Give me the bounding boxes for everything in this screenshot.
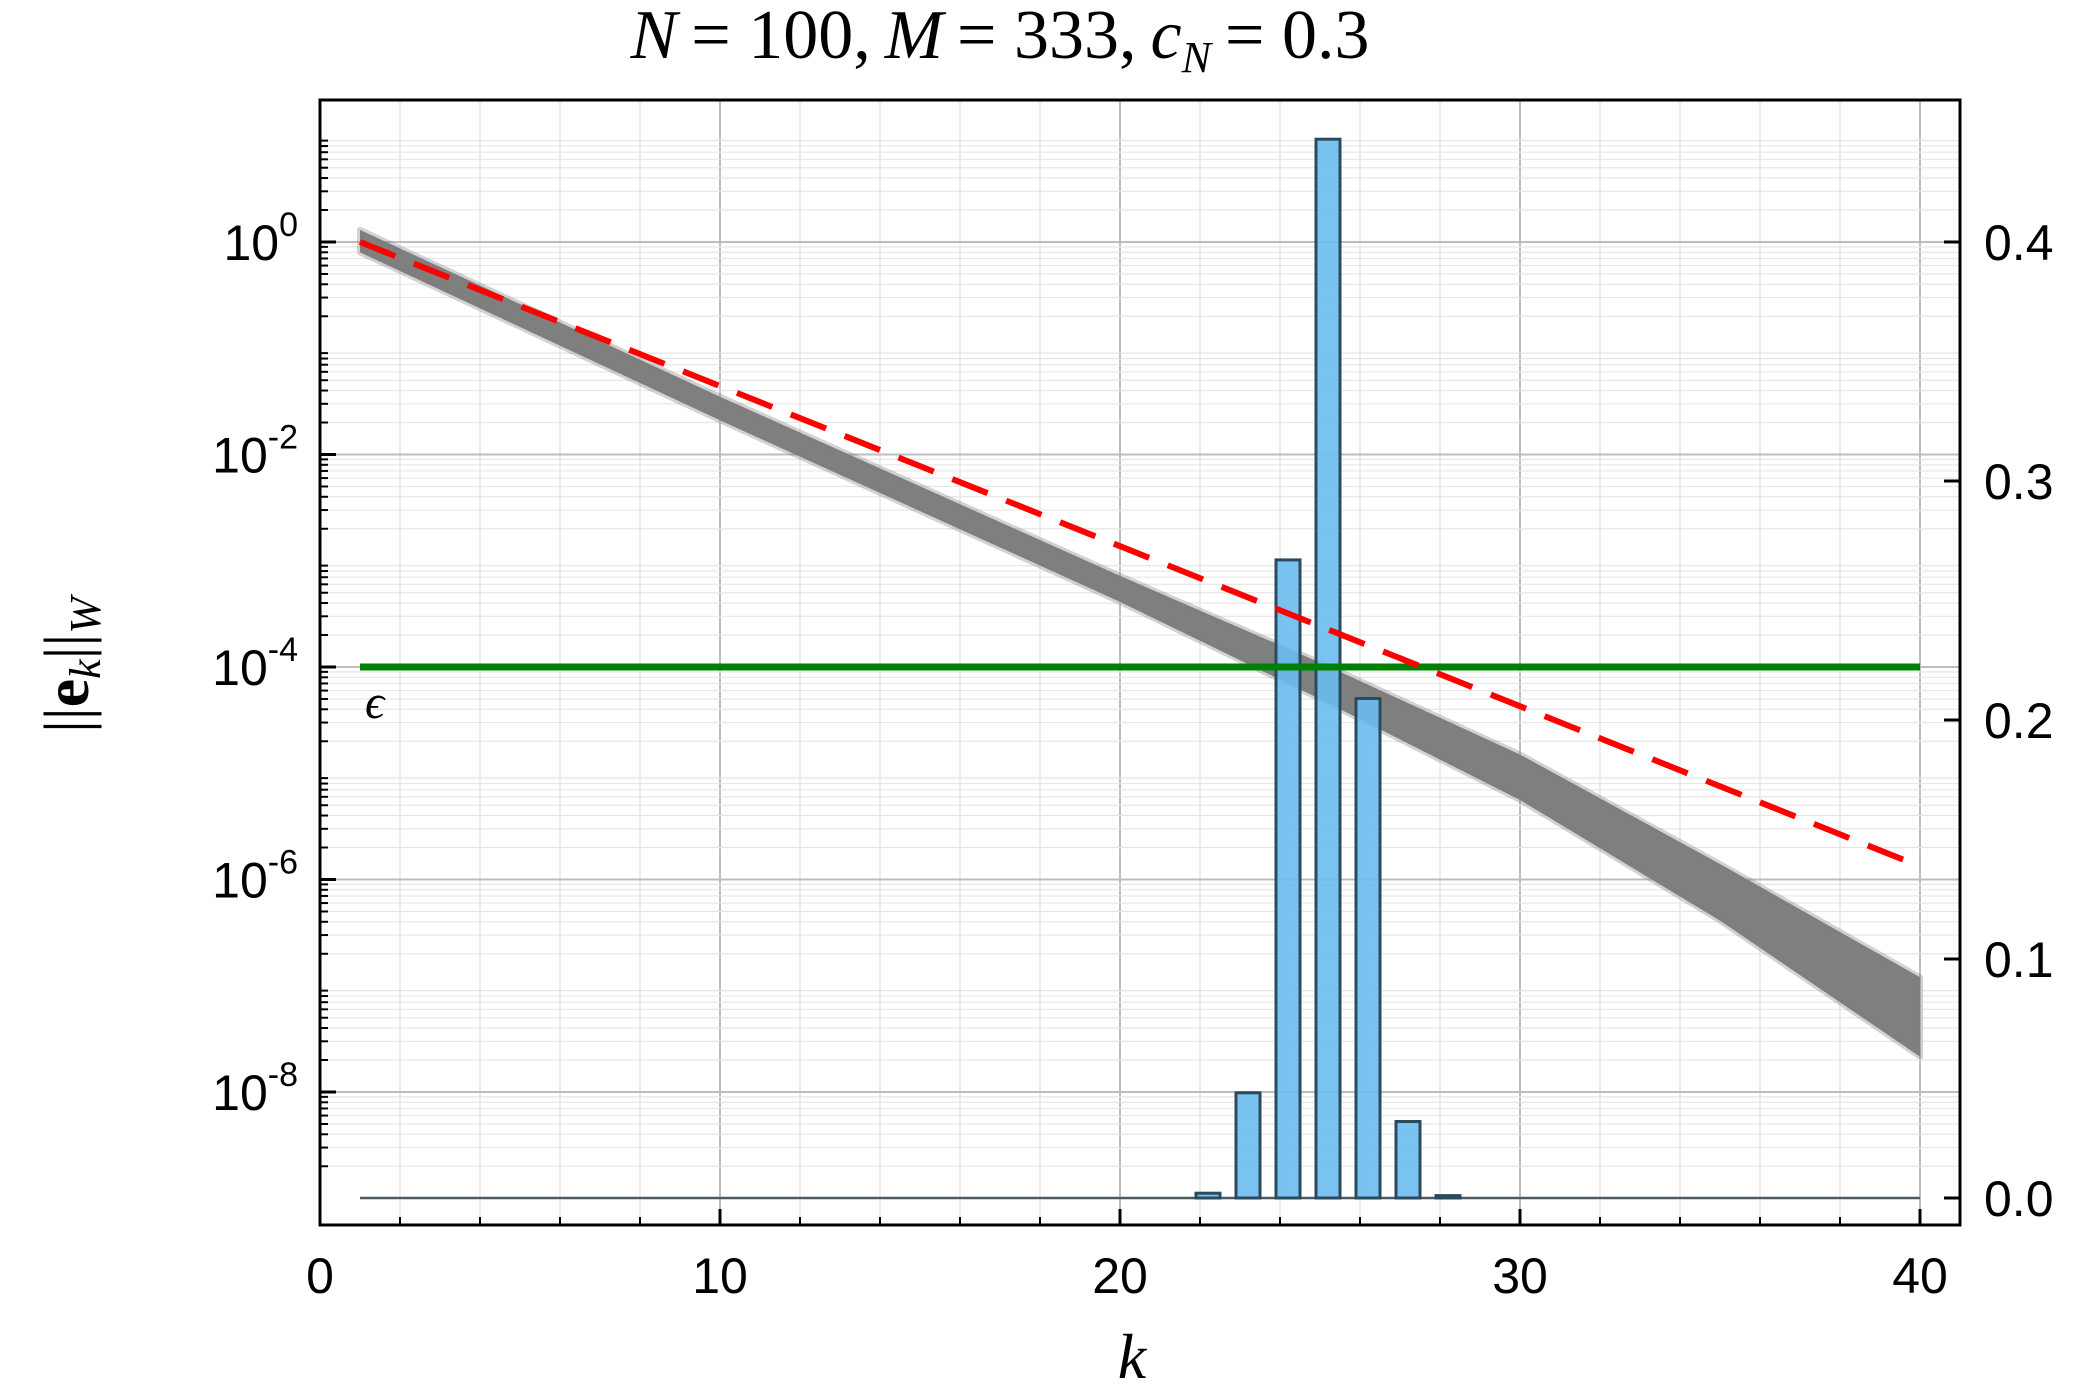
theoretical-bound-line	[358, 239, 1922, 870]
y-left-axis-ticks: 100 10-2 10-4 10-6 10-8	[212, 139, 336, 1168]
error-band	[357, 226, 1923, 1060]
x-tick-label: 30	[1492, 1248, 1548, 1304]
y-left-tick-label: 100	[223, 206, 298, 271]
x-tick-label: 40	[1892, 1248, 1948, 1304]
dashed-bound-line	[358, 239, 1922, 870]
grid	[319, 100, 1960, 1225]
x-axis-ticks: 0 10 20 30 40	[306, 1209, 1948, 1304]
y-left-tick-label: 10-2	[212, 419, 298, 484]
y-right-axis-ticks: 0.0 0.1 0.2 0.3 0.4	[1944, 215, 2054, 1227]
y-right-tick-label: 0.0	[1984, 1171, 2054, 1227]
x-tick-label: 0	[306, 1248, 334, 1304]
histogram-bar	[1274, 558, 1302, 1200]
histogram-bar	[1354, 697, 1382, 1200]
y-right-tick-label: 0.1	[1984, 932, 2054, 988]
x-tick-label: 20	[1092, 1248, 1148, 1304]
y-left-tick-label: 10-8	[212, 1056, 298, 1121]
x-tick-label: 10	[692, 1248, 748, 1304]
y-left-tick-label: 10-6	[212, 844, 298, 909]
x-axis-label: k	[1118, 1321, 1148, 1389]
error-band-area	[357, 226, 1923, 1060]
histogram-bar	[1234, 1091, 1262, 1200]
plot-frame	[318, 98, 1962, 1227]
histogram-bar	[1194, 1191, 1222, 1200]
histogram-bar	[1394, 1120, 1422, 1200]
chart-title: N = 100, M = 333, cN = 0.3	[630, 0, 1370, 82]
epsilon-label: ϵ	[365, 676, 386, 729]
y-axis-label: ||ek||W	[31, 594, 110, 733]
y-left-tick-label: 10-4	[212, 631, 298, 696]
y-right-tick-label: 0.2	[1984, 693, 2054, 749]
y-right-tick-label: 0.3	[1984, 454, 2054, 510]
y-right-tick-label: 0.4	[1984, 215, 2054, 271]
histogram-bar	[1434, 1194, 1462, 1200]
